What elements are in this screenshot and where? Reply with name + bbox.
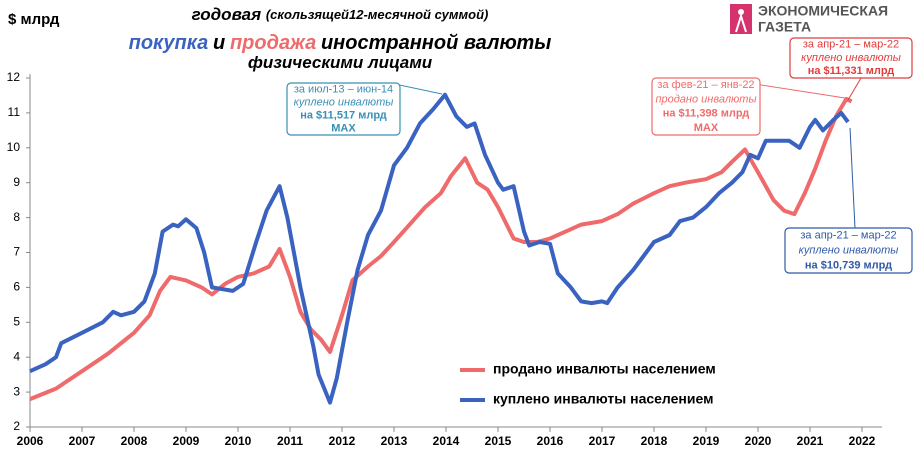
x-tick-label: 2013 <box>381 434 408 448</box>
series-line <box>29 96 853 401</box>
chart-title: физическими лицами <box>248 53 433 72</box>
annotation-text: MAX <box>694 122 719 134</box>
logo-icon-body <box>735 12 747 33</box>
title-part: иностранной валюты <box>321 32 551 54</box>
annotation-text: куплено инвалюты <box>801 52 901 64</box>
logo-text: ГАЗЕТА <box>758 19 811 35</box>
y-tick-label: 3 <box>13 384 20 398</box>
x-tick-label: 2016 <box>537 434 564 448</box>
x-tick-label: 2021 <box>797 434 824 448</box>
y-tick-label: 10 <box>7 140 21 154</box>
x-tick-label: 2007 <box>69 434 96 448</box>
x-tick-label: 2014 <box>433 434 460 448</box>
annotation-text: на $11,398 млрд <box>663 108 750 120</box>
logo-text: ЭКОНОМИЧЕСКАЯ <box>758 3 888 19</box>
x-tick-label: 2009 <box>173 434 200 448</box>
x-tick-label: 2018 <box>641 434 668 448</box>
y-tick-label: 4 <box>13 349 20 363</box>
x-tick-label: 2011 <box>277 434 303 448</box>
annotation-box <box>286 82 401 136</box>
title-part: физическими лицами <box>248 53 433 72</box>
y-tick-label: 6 <box>13 280 20 294</box>
annotation-text: за фев-21 – янв-22 <box>657 79 754 91</box>
x-tick-label: 2019 <box>693 434 720 448</box>
y-axis-label: $ млрд <box>8 11 60 28</box>
title-part: продажа <box>230 32 316 54</box>
annotation-text: на $10,739 млрд <box>805 259 892 271</box>
annotation-text: на $11,517 млрд <box>300 109 387 121</box>
x-tick-label: 2010 <box>225 434 252 448</box>
title-part: покупка <box>129 32 209 54</box>
annotation-text: за апр-21 – мар-22 <box>803 39 899 51</box>
y-tick-label: 5 <box>13 314 20 328</box>
annotation-text: за апр-21 – мар-22 <box>800 229 896 241</box>
title-part: годовая <box>192 5 261 24</box>
x-tick-label: 2008 <box>121 434 148 448</box>
logo-icon-head <box>738 9 744 15</box>
y-tick-label: 8 <box>13 210 20 224</box>
y-tick-label: 2 <box>13 419 20 433</box>
x-tick-label: 2015 <box>485 434 512 448</box>
annotation-text: на $11,331 млрд <box>808 65 895 77</box>
y-tick-label: 12 <box>7 70 21 84</box>
annotation-box <box>789 37 913 79</box>
x-tick-label: 2020 <box>745 434 772 448</box>
x-tick-label: 2022 <box>849 434 876 448</box>
y-tick-label: 11 <box>8 105 21 119</box>
legend-label: продано инвалюты населением <box>493 361 716 377</box>
legend-label: куплено инвалюты населением <box>493 391 713 407</box>
chart-title: покупка и продажа иностранной валюты <box>129 32 552 54</box>
x-tick-label: 2012 <box>329 434 356 448</box>
y-tick-label: 9 <box>13 175 20 189</box>
annotation-text: куплено инвалюты <box>799 244 899 256</box>
x-tick-label: 2006 <box>17 434 44 448</box>
annotation-text: за июл-13 – июн-14 <box>294 83 393 95</box>
title-part: (скользящей12-месячной суммой) <box>266 7 489 22</box>
annotation-box <box>651 77 761 136</box>
chart-title: годовая (скользящей12-месячной суммой) <box>192 5 489 24</box>
annotation-box <box>784 227 913 274</box>
x-tick-label: 2017 <box>589 434 616 448</box>
series-line <box>29 92 850 405</box>
annotation-pointer <box>849 127 856 229</box>
annotation-text: MAX <box>331 122 356 134</box>
annotation-text: куплено инвалюты <box>294 96 394 108</box>
y-tick-label: 7 <box>13 245 20 259</box>
annotation-pointer <box>847 77 862 101</box>
annotation-text: продано инвалюты <box>655 93 756 105</box>
title-part: и <box>213 32 225 54</box>
